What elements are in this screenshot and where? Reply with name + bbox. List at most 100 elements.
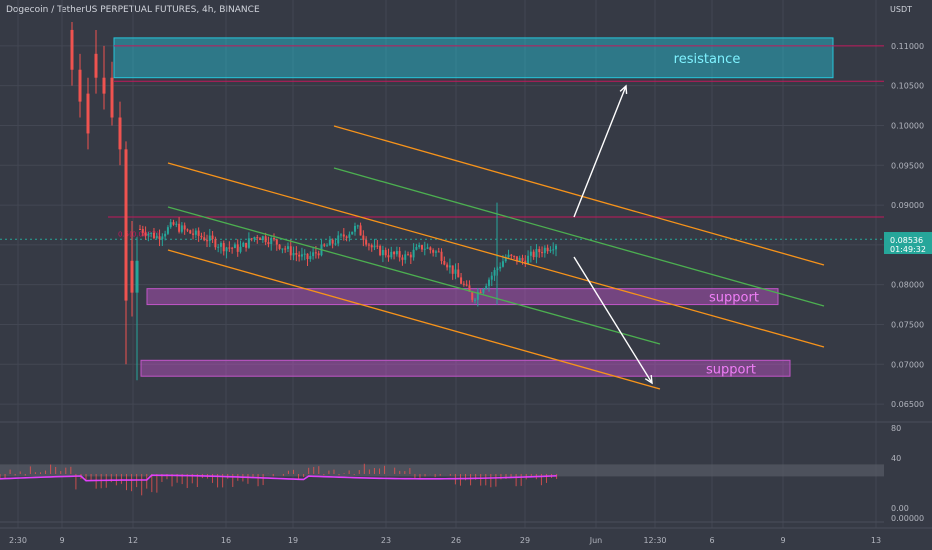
candle-body (448, 265, 451, 268)
candle-body (359, 225, 362, 236)
candle-body (546, 247, 549, 252)
time-tick-label: 19 (288, 536, 298, 545)
candle-body (518, 257, 521, 262)
candle-body (135, 260, 139, 293)
candle-body (521, 257, 524, 261)
support-label: support (706, 362, 756, 377)
candle-body (348, 234, 351, 238)
candle-body (289, 246, 292, 256)
last-price-tag (884, 232, 932, 255)
last-price-value: 0.08536 (890, 236, 923, 245)
candle-body (507, 254, 510, 258)
price-tick-label: 0.07000 (891, 360, 924, 369)
candle-body (70, 29, 74, 70)
candle-body (317, 253, 320, 256)
candle-body (387, 255, 390, 258)
candle-body (292, 253, 295, 256)
candle-body (152, 232, 155, 239)
candle-body (175, 223, 178, 225)
channel-mid-line[interactable] (333, 167, 825, 307)
candle-body (345, 236, 348, 238)
candle-body (393, 251, 396, 255)
candle-body (326, 245, 329, 247)
oscillator-panel (0, 421, 932, 523)
candle-body (454, 269, 457, 274)
candle-body (434, 251, 437, 253)
price-tick-label: 0.11000 (891, 42, 924, 51)
candle-body (231, 247, 234, 249)
grid-lines (0, 0, 884, 528)
time-axis: 2:30 9 12 16 19 23 26 29 Jun 12:30 6 9 13 (0, 527, 932, 545)
arrow-down[interactable] (573, 256, 653, 384)
candle-body (418, 245, 421, 248)
candle-body (194, 230, 197, 235)
candle-body (284, 248, 287, 250)
candle-body (211, 235, 214, 240)
candle-body (219, 243, 222, 247)
bar-countdown: 01:49:32 (890, 245, 926, 254)
candle-body (432, 250, 435, 253)
candle-body (78, 69, 82, 102)
time-tick-label: 23 (381, 536, 391, 545)
candle-body (239, 246, 242, 252)
candle-body (200, 235, 203, 238)
resistance-zone (113, 37, 834, 79)
time-tick-label: 12:30 (643, 536, 666, 545)
price-tick-label: 0.08000 (891, 281, 924, 290)
candle-body (245, 242, 248, 248)
candle-body (86, 93, 90, 134)
candle-body (543, 247, 546, 254)
candle-body (247, 238, 250, 248)
candle-body (446, 264, 449, 268)
candle-body (527, 255, 530, 264)
arrow-up[interactable] (573, 85, 627, 218)
candle-body (485, 285, 488, 289)
candle-body (529, 251, 532, 256)
time-tick-label: 16 (221, 536, 231, 545)
candle-body (407, 254, 410, 256)
zones-layer: resistance support support (113, 37, 834, 377)
candle-body (423, 248, 426, 250)
candle-body (225, 247, 228, 252)
oscillator-tick-label: 0.00 (891, 504, 909, 513)
candle-body (158, 236, 161, 240)
time-tick-label: 9 (59, 536, 64, 545)
time-tick-label: 9 (780, 536, 785, 545)
oscillator-band (0, 464, 884, 477)
channel-mid-line[interactable] (167, 206, 661, 345)
candle-body (474, 299, 477, 301)
candle-body (404, 254, 407, 260)
channel-lower-line[interactable] (167, 249, 661, 390)
channel-upper-line[interactable] (333, 125, 825, 266)
candle-body (102, 77, 106, 94)
candle-body (479, 291, 482, 293)
oscillator-signal-line (0, 474, 557, 482)
candle-body (381, 250, 384, 256)
candle-body (395, 251, 398, 255)
candle-body (443, 260, 446, 265)
candle-body (373, 245, 376, 248)
candle-body (166, 227, 169, 234)
candle-body (206, 240, 209, 242)
candle-body (309, 256, 312, 260)
time-tick-label: Jun (589, 536, 603, 545)
candle-body (267, 242, 270, 245)
candle-body (437, 251, 440, 253)
arrow-head (644, 374, 653, 385)
candle-body (303, 253, 306, 255)
price-tick-label: 0.06500 (891, 400, 924, 409)
channel-mid-upper-line[interactable] (167, 162, 825, 348)
candle-body (250, 238, 253, 240)
time-tick-label: 26 (451, 536, 461, 545)
candle-body (440, 251, 443, 261)
support-zone (146, 288, 779, 306)
time-tick-label: 13 (871, 536, 881, 545)
candle-body (94, 53, 98, 78)
candle-body (214, 239, 217, 248)
candle-body (300, 254, 303, 257)
candle-body (490, 275, 493, 280)
candle-body (415, 247, 418, 250)
candle-body (275, 239, 278, 245)
candle-body (242, 242, 245, 247)
